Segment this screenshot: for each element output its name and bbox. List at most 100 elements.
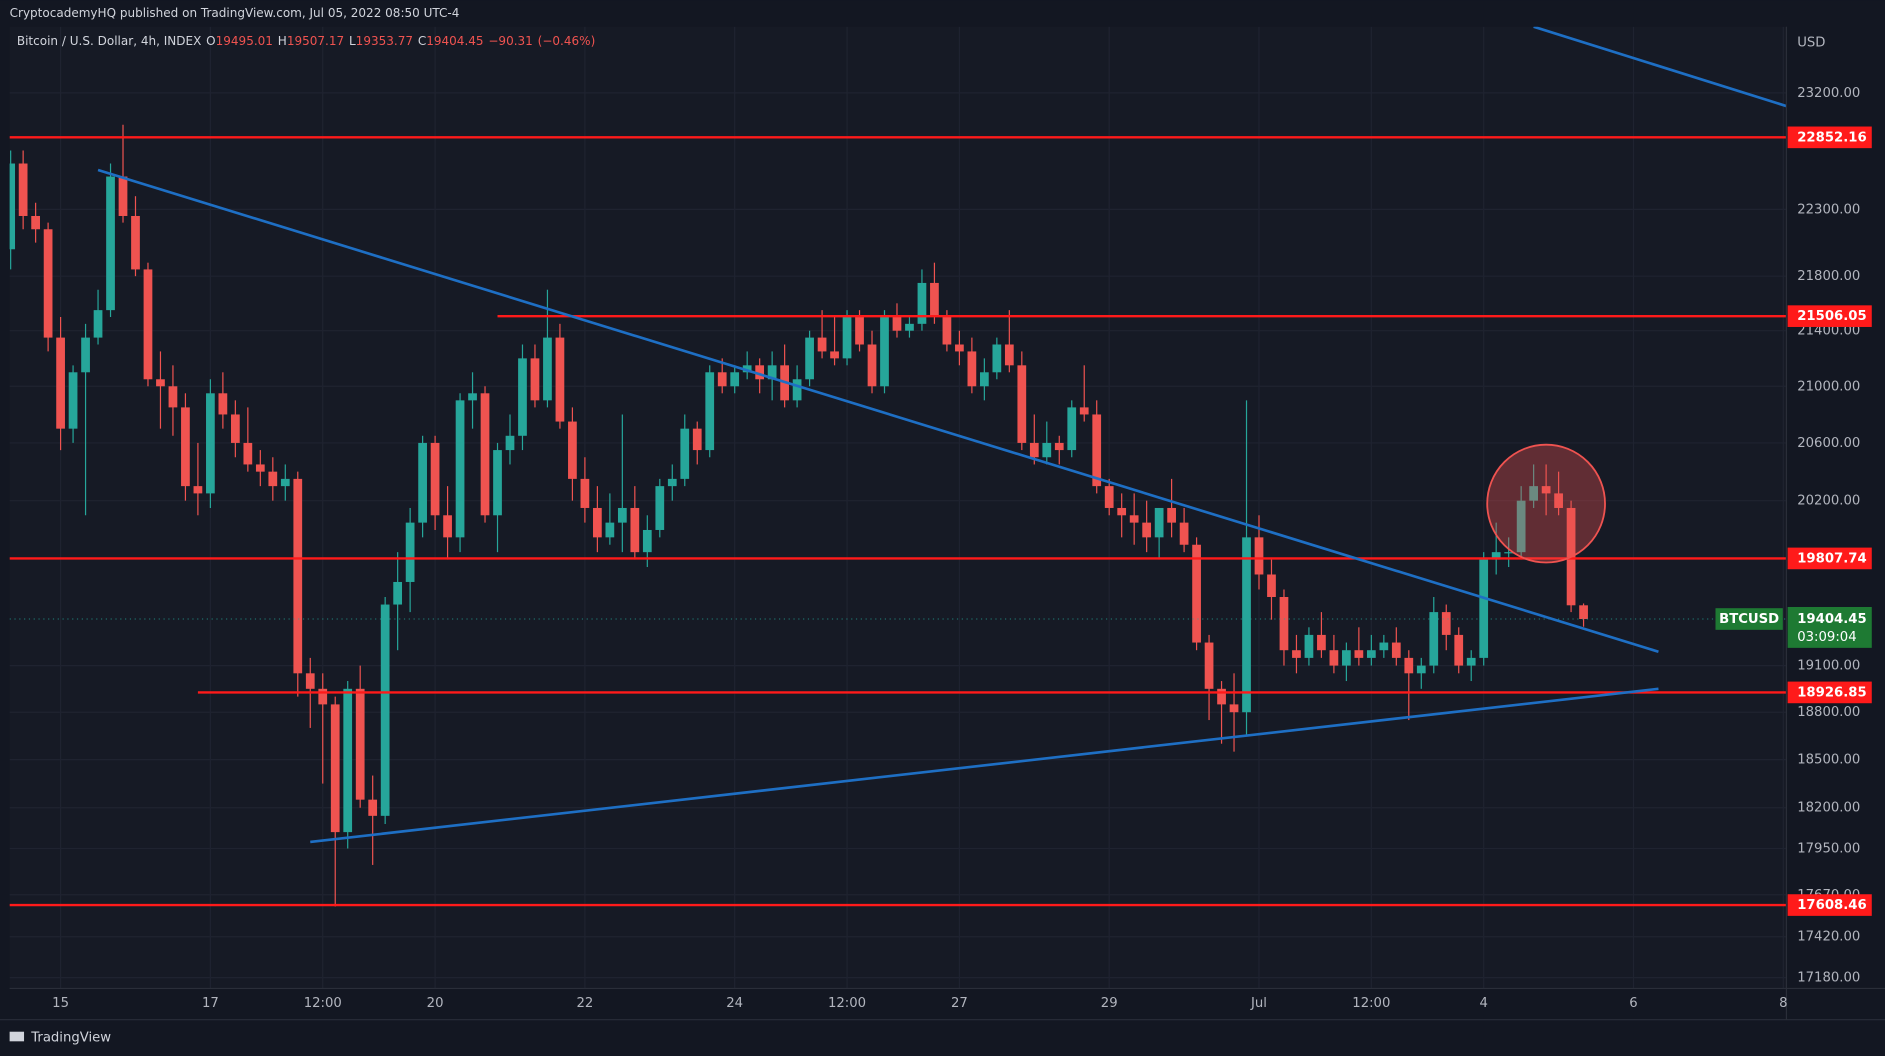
trend-line [1533, 26, 1787, 108]
candle-body [1267, 574, 1276, 598]
candle-body [1167, 507, 1176, 523]
candle-body [979, 372, 989, 387]
separator: , [156, 34, 164, 48]
y-tick-label: 18200.00 [1797, 801, 1860, 816]
y-tick-label: 21000.00 [1797, 379, 1860, 394]
separator: , [133, 34, 141, 48]
publish-header: CryptocademyHQ published on TradingView.… [10, 6, 460, 20]
currency-label: USD [1797, 35, 1825, 50]
ohlc-prefix: C [418, 34, 426, 48]
candle-body [1391, 642, 1401, 658]
candle-body [630, 507, 640, 553]
candle-body [68, 372, 78, 429]
candle-body [1042, 442, 1052, 458]
candle-body [181, 407, 190, 487]
candle-body [1154, 507, 1164, 538]
x-tick-label: 12:00 [828, 996, 866, 1011]
candle-body [81, 337, 90, 373]
level-label: 22852.16 [1797, 130, 1866, 145]
candle-body [867, 344, 877, 387]
level-label-box [1787, 305, 1872, 327]
candle-body [1304, 634, 1314, 658]
candle-body [593, 507, 602, 538]
candle-body [1529, 486, 1539, 501]
candle-body [830, 351, 839, 359]
logo-icon [9, 1031, 25, 1042]
candle-body [705, 372, 715, 451]
candle-body [156, 379, 165, 387]
candle-body [330, 704, 340, 833]
candle-body [505, 435, 515, 451]
candle-body [43, 229, 53, 338]
candle-body [393, 581, 403, 605]
candle-body [368, 799, 378, 816]
candle-body [1242, 537, 1251, 713]
ohlc-value: 19404.45 [426, 34, 483, 48]
candle-body [1229, 704, 1239, 713]
x-tick-label: 20 [427, 996, 444, 1011]
x-tick-label: 24 [726, 996, 743, 1011]
candle-body [1354, 650, 1364, 658]
ticker-box [1715, 608, 1783, 630]
candle-body [106, 176, 115, 311]
candle-body [555, 337, 565, 422]
candle-body [1554, 493, 1563, 508]
x-tick-label: 17 [202, 996, 219, 1011]
candle-body [1441, 612, 1451, 635]
level-label-box [1787, 547, 1872, 570]
ohlc-value: 19495.01 [216, 34, 273, 48]
candle-body [1466, 657, 1476, 666]
candle-body [655, 486, 665, 530]
ticker-label: BTCUSD [1719, 612, 1779, 627]
candle-body [131, 215, 140, 270]
candle-body [955, 344, 964, 352]
footer-logo: TradingView [9, 1031, 111, 1046]
ohlc-value: 19507.17 [287, 34, 344, 48]
candle-body [1104, 486, 1114, 508]
candle-body [1317, 634, 1326, 651]
candle-body [1454, 634, 1464, 666]
y-tick-label: 20600.00 [1797, 436, 1860, 451]
x-tick-label: 8 [1779, 996, 1787, 1011]
y-tick-label: 18800.00 [1797, 705, 1860, 720]
candle-body [1404, 657, 1414, 674]
candle-body [1516, 500, 1526, 553]
x-tick-label: 22 [576, 996, 593, 1011]
level-label: 18926.85 [1797, 685, 1866, 700]
candle-body [418, 442, 427, 523]
trend-line [310, 687, 1659, 844]
candle-body [667, 478, 677, 487]
candle-body [280, 478, 290, 487]
candle-body [1579, 605, 1588, 620]
candle-body [443, 515, 452, 538]
y-tick-label: 23200.00 [1797, 86, 1860, 101]
candle-body [692, 428, 702, 451]
y-tick-label: 21800.00 [1797, 269, 1860, 284]
last-price-label: 19404.45 [1797, 612, 1866, 627]
candle-body [855, 316, 864, 345]
ohlc-value: 19353.77 [356, 34, 413, 48]
exchange: INDEX [164, 34, 202, 48]
candle-body [355, 688, 365, 800]
candle-body [493, 450, 502, 516]
candle-body [543, 337, 552, 401]
candle-body [905, 323, 914, 331]
plot [9, 26, 1787, 907]
candle-body [480, 393, 490, 516]
candle-body [680, 428, 690, 479]
candle-body [1029, 442, 1039, 458]
candle-body [742, 365, 752, 373]
x-tick-label: Jul [1250, 996, 1267, 1011]
candle-body [218, 393, 228, 415]
y-tick-label: 22300.00 [1797, 202, 1860, 217]
candle-body [305, 673, 315, 689]
candle-body [930, 282, 939, 317]
candle-body [230, 414, 240, 443]
candle-body [917, 282, 927, 324]
candle-body [268, 471, 278, 487]
candle-body [992, 344, 1002, 373]
candle-body [1179, 522, 1189, 545]
level-label-box [1787, 681, 1872, 704]
candle-body [31, 215, 40, 230]
candle-body [168, 386, 178, 408]
